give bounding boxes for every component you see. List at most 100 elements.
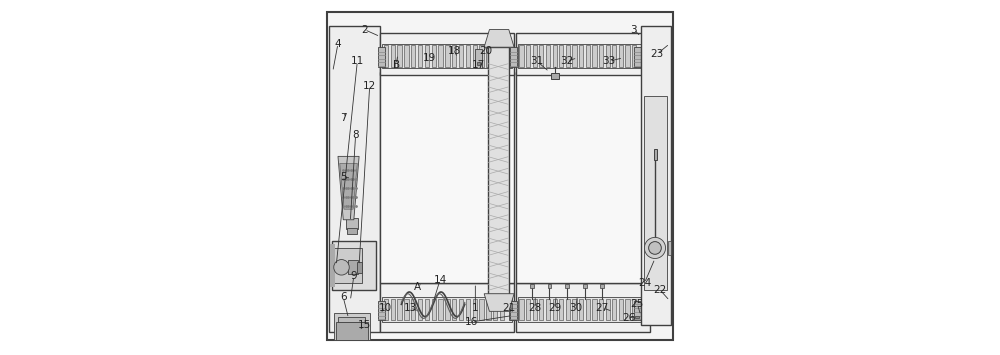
Bar — [565, 284, 569, 289]
Bar — [606, 299, 610, 320]
Text: 22: 22 — [654, 285, 667, 295]
Text: 29: 29 — [548, 303, 561, 313]
Bar — [566, 45, 570, 66]
Bar — [516, 72, 650, 283]
Bar — [488, 47, 509, 294]
Bar — [432, 299, 436, 320]
Bar — [500, 45, 504, 66]
Bar — [553, 299, 557, 320]
Text: 9: 9 — [351, 271, 357, 281]
Polygon shape — [340, 163, 357, 209]
Bar — [612, 45, 616, 66]
Bar — [338, 317, 365, 322]
Bar — [579, 299, 583, 320]
Bar — [518, 297, 648, 322]
Text: 5: 5 — [340, 173, 347, 182]
Bar — [510, 316, 514, 318]
Bar — [634, 301, 642, 320]
Bar — [530, 284, 534, 289]
Circle shape — [334, 260, 349, 275]
Bar — [348, 260, 358, 274]
Bar — [612, 299, 616, 320]
Bar — [592, 45, 597, 66]
Text: 24: 24 — [638, 278, 651, 288]
Text: 6: 6 — [340, 292, 347, 302]
Bar — [378, 301, 385, 320]
Bar — [566, 299, 570, 320]
Bar — [397, 45, 402, 66]
Bar — [382, 297, 512, 322]
Bar — [334, 313, 370, 339]
Bar — [391, 299, 395, 320]
Bar — [382, 44, 512, 68]
Bar — [418, 299, 422, 320]
Text: 3: 3 — [631, 24, 637, 34]
Text: 31: 31 — [530, 56, 544, 66]
Bar — [473, 45, 477, 66]
Bar — [391, 45, 395, 66]
Bar — [572, 299, 577, 320]
Bar — [533, 45, 537, 66]
Bar — [334, 248, 362, 283]
Bar — [632, 45, 636, 66]
Bar — [332, 241, 376, 290]
Bar — [425, 45, 429, 66]
Bar — [572, 45, 577, 66]
Bar — [500, 299, 504, 320]
Bar — [654, 149, 657, 160]
Bar — [641, 26, 671, 326]
Bar — [466, 45, 470, 66]
Bar — [380, 72, 514, 283]
Bar — [384, 45, 388, 66]
Text: 4: 4 — [335, 39, 341, 49]
Text: 17: 17 — [472, 60, 485, 70]
Text: 21: 21 — [502, 303, 515, 313]
Text: 11: 11 — [351, 56, 364, 66]
Bar — [336, 322, 368, 339]
Text: 15: 15 — [358, 321, 371, 331]
Bar — [459, 45, 463, 66]
Bar — [592, 299, 597, 320]
Text: 16: 16 — [465, 317, 478, 327]
Bar — [548, 284, 551, 289]
Bar — [539, 45, 543, 66]
Bar — [404, 299, 409, 320]
Bar — [533, 299, 537, 320]
Text: 8: 8 — [352, 130, 359, 140]
Bar — [479, 299, 484, 320]
Bar — [357, 262, 362, 273]
Bar — [518, 44, 648, 68]
Bar — [668, 241, 671, 255]
Bar — [438, 299, 443, 320]
Text: 28: 28 — [529, 303, 542, 313]
Bar — [477, 62, 480, 65]
Bar — [452, 45, 456, 66]
Text: 18: 18 — [448, 46, 461, 56]
Text: 26: 26 — [622, 313, 635, 323]
Bar — [411, 45, 415, 66]
Bar — [486, 45, 491, 66]
Bar — [539, 299, 543, 320]
Bar — [438, 45, 443, 66]
Bar — [404, 45, 409, 66]
Bar — [553, 45, 557, 66]
Bar — [516, 283, 650, 333]
Bar — [452, 299, 456, 320]
Bar — [380, 33, 514, 75]
Bar — [516, 33, 650, 75]
Text: 25: 25 — [631, 299, 644, 309]
Text: 10: 10 — [379, 303, 392, 313]
Bar — [510, 301, 517, 320]
Bar — [526, 45, 530, 66]
Bar — [559, 299, 563, 320]
Bar — [546, 299, 550, 320]
Bar — [509, 301, 515, 320]
Bar — [586, 299, 590, 320]
Text: B: B — [393, 60, 400, 70]
Bar — [425, 299, 429, 320]
Text: 14: 14 — [433, 275, 447, 285]
Bar — [346, 218, 358, 229]
Bar — [634, 47, 642, 66]
Bar — [329, 26, 380, 333]
Bar — [586, 45, 590, 66]
